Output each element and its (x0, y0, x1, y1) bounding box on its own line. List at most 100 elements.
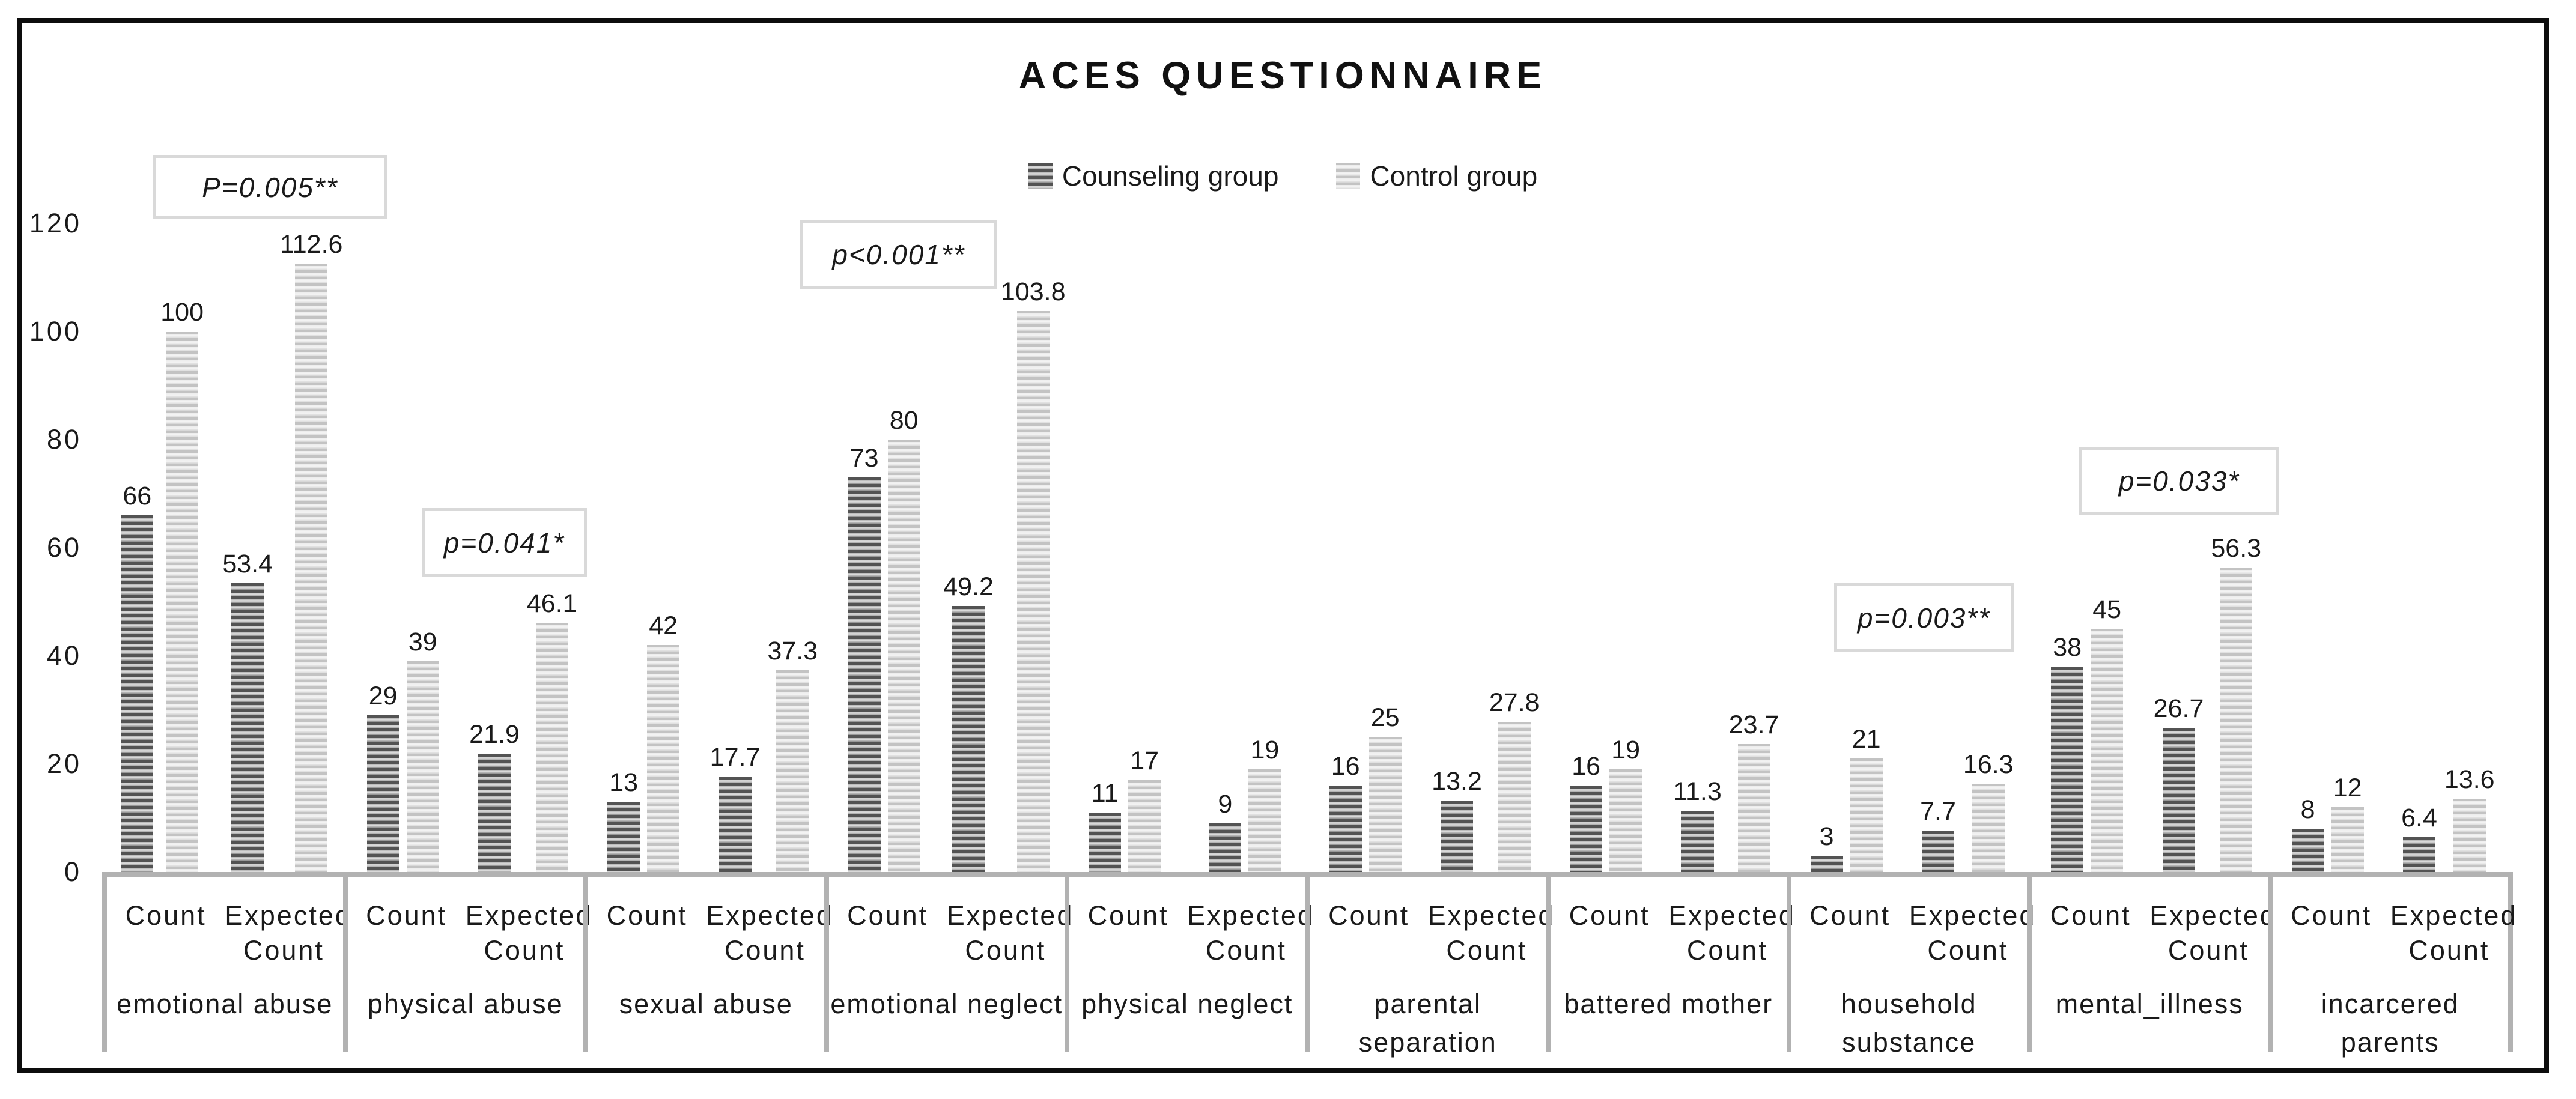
cluster-count-physical-neglect: 11 17 (1065, 215, 1185, 872)
bar-value-label: 42 (649, 611, 678, 640)
bar-unit: 13.6 (2444, 215, 2495, 872)
bar-group-physical-abuse: 29 39 21.9 46.1 (343, 215, 584, 872)
sub-category-label: Expected Count (1187, 900, 1314, 966)
cluster-count-incarcered-parents: 8 12 (2268, 215, 2388, 872)
bar-value-label: 19 (1611, 736, 1641, 764)
bar-counseling-group-expected-household-substance (1922, 830, 1955, 872)
category-label-mental-illness: mental_illness (2055, 988, 2244, 1019)
bar-value-label: 11.3 (1673, 777, 1722, 807)
bar-value-label: 103.8 (1000, 277, 1066, 306)
p-value-text: p=0.003** (1857, 602, 1991, 634)
control-group-swatch-icon (1336, 163, 1361, 189)
bar-group-battered-mother: 16 19 11.3 23.7 (1546, 215, 1787, 872)
plot-area: 66 100 53.4 112.6 29 39 21.9 46.1 13 42 17.7 37.3 73… (102, 215, 2508, 872)
sub-category-label: Count (2050, 900, 2131, 931)
bar-value-label: 17.7 (709, 742, 761, 772)
sub-category-label: Expected Count (1668, 900, 1796, 966)
bar-unit: 21.9 (469, 215, 520, 872)
bar-control-group-expected-incarcered-parents (2453, 798, 2486, 872)
bar-unit: 73 (848, 215, 881, 872)
bar-unit: 29 (366, 215, 399, 872)
cluster-expected-mental-illness: 26.7 56.3 (2147, 215, 2267, 872)
y-axis-tick-label-80: 80 (46, 424, 82, 455)
axis-cell-emotional-neglect: Count Expected Count emotional neglect (824, 872, 1074, 1052)
bar-value-label: 13.6 (2444, 764, 2495, 794)
bar-value-label: 21.9 (469, 719, 520, 749)
chart-title: ACES QUESTIONNAIRE (1018, 55, 1548, 97)
sub-category-labels: Count Expected Count (829, 898, 1074, 967)
bar-counseling-group-count-parental-separation (1329, 786, 1362, 872)
bar-value-label: 39 (408, 628, 437, 656)
bar-control-group-count-emotional-abuse (166, 332, 199, 872)
sub-category-label: Count (847, 900, 929, 931)
sub-category-label: Count (1087, 900, 1169, 931)
p-value-box-emotional-neglect: p<0.001** (800, 220, 997, 289)
bar-unit: 66 (121, 215, 154, 872)
p-value-text: P=0.005** (202, 171, 338, 203)
bar-counseling-group-count-household-substance (1810, 856, 1843, 872)
bar-value-label: 38 (2053, 633, 2082, 662)
bar-control-group-count-sexual-abuse (647, 645, 680, 872)
bar-group-physical-neglect: 11 17 9 19 (1065, 215, 1305, 872)
cluster-count-household-substance: 3 21 (1787, 215, 1907, 872)
bar-unit: 80 (887, 215, 920, 872)
bar-control-group-count-mental-illness (2091, 629, 2124, 872)
bar-control-group-expected-physical-neglect (1248, 769, 1281, 872)
bar-value-label: 19 (1250, 736, 1280, 764)
category-label-physical-neglect: physical neglect (1081, 988, 1293, 1019)
cluster-expected-incarcered-parents: 6.4 13.6 (2388, 215, 2508, 872)
sub-category-labels: Count Expected Count (107, 898, 350, 967)
bar-counseling-group-expected-mental-illness (2162, 727, 2195, 872)
y-axis-tick-label-60: 60 (46, 532, 82, 563)
bar-unit: 45 (2091, 215, 2124, 872)
category-label-household-substance: household substance (1841, 988, 1977, 1058)
bar-value-label: 7.7 (1920, 796, 1956, 826)
bar-value-label: 21 (1852, 725, 1881, 754)
bar-counseling-group-count-sexual-abuse (607, 802, 640, 872)
bar-unit: 37.3 (767, 215, 818, 872)
sub-category-label: Expected Count (465, 900, 593, 966)
bar-value-label: 56.3 (2211, 534, 2262, 563)
bar-value-label: 9 (1218, 790, 1233, 819)
sub-category-label: Expected Count (2149, 900, 2277, 966)
bar-value-label: 37.3 (767, 637, 818, 666)
bar-unit: 42 (647, 215, 680, 872)
bar-value-label: 100 (160, 298, 204, 327)
sub-category-label: Count (2291, 900, 2372, 931)
bar-counseling-group-count-battered-mother (1570, 786, 1603, 872)
sub-category-label: Expected Count (946, 900, 1074, 966)
legend-item-counseling-group: Counseling group (1028, 160, 1278, 192)
cluster-count-emotional-abuse: 66 100 (102, 215, 222, 872)
bar-unit: 27.8 (1489, 215, 1540, 872)
bar-counseling-group-expected-emotional-neglect (952, 606, 985, 872)
bar-control-group-expected-physical-abuse (535, 623, 568, 872)
bar-group-emotional-neglect: 73 80 49.2 103.8 (824, 215, 1066, 872)
axis-cell-emotional-abuse: Count Expected Count emotional abuse (102, 872, 350, 1052)
p-value-box-household-substance: p=0.003** (1834, 583, 2014, 652)
bar-control-group-count-emotional-neglect (887, 440, 920, 872)
category-label-parental-separation: parental separation (1358, 988, 1497, 1058)
category-label-incarcered-parents: incarcered parents (2321, 988, 2459, 1058)
bar-unit: 16.3 (1963, 215, 2014, 872)
legend: Counseling group Control group (22, 160, 2544, 192)
bar-unit: 38 (2051, 215, 2084, 872)
bar-value-label: 66 (123, 482, 152, 510)
sub-category-label: Count (125, 900, 207, 931)
bar-control-group-count-physical-neglect (1128, 780, 1161, 872)
sub-category-label: Expected Count (1427, 900, 1555, 966)
counseling-group-swatch-icon (1028, 163, 1053, 189)
bar-control-group-count-incarcered-parents (2331, 807, 2364, 872)
legend-label: Control group (1370, 160, 1538, 192)
bar-control-group-expected-emotional-neglect (1016, 310, 1050, 872)
bar-value-label: 3 (1819, 822, 1834, 851)
bar-unit: 16 (1570, 215, 1603, 872)
category-axis-band: Count Expected Count emotional abuse Count E… (102, 872, 2515, 1058)
cluster-expected-household-substance: 7.7 16.3 (1907, 215, 2027, 872)
bar-counseling-group-expected-incarcered-parents (2403, 837, 2436, 872)
cluster-expected-physical-neglect: 9 19 (1185, 215, 1305, 872)
bar-counseling-group-count-emotional-neglect (848, 477, 881, 872)
bar-control-group-count-physical-abuse (406, 661, 439, 872)
bar-unit: 53.4 (222, 215, 273, 872)
bar-value-label: 17 (1130, 746, 1159, 775)
bar-counseling-group-expected-physical-abuse (478, 753, 511, 872)
